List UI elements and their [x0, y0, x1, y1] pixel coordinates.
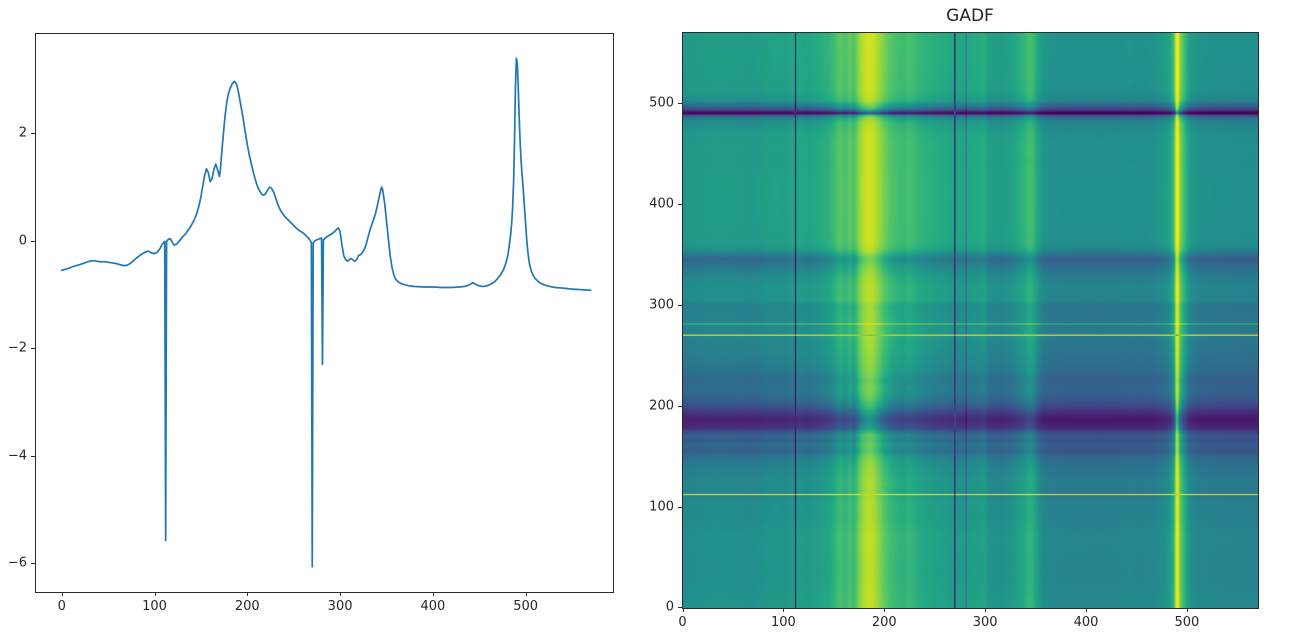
gadf-y-tick-label: 400 — [649, 196, 674, 212]
gadf-y-tick-label: 100 — [649, 499, 674, 515]
gadf-y-tick-label: 500 — [649, 95, 674, 111]
line-plot-x-tick-label: 200 — [234, 599, 260, 614]
line-plot-y-tick-label: 0 — [18, 233, 27, 249]
gadf-x-tick-label: 200 — [871, 615, 897, 630]
gadf-y-tick-label: 0 — [665, 599, 674, 615]
line-plot-x-tick-label: 500 — [513, 599, 539, 614]
gadf-x-tick-label: 500 — [1174, 615, 1200, 630]
line-plot-x-tick-label: 100 — [142, 599, 167, 614]
gadf-x-tick-label: 400 — [1073, 615, 1099, 630]
line-plot-y-tick-label: −2 — [7, 340, 27, 356]
line-plot-x-tick-label: 400 — [420, 599, 446, 614]
gadf-title: GADF — [946, 6, 994, 26]
line-plot-y-tick-label: −4 — [7, 448, 27, 464]
gadf-y-tick-label: 200 — [649, 398, 674, 414]
gadf-y-tick-label: 300 — [649, 297, 674, 313]
gadf-x-tick-label: 300 — [972, 615, 998, 630]
line-plot-x-tick-label: 0 — [57, 599, 66, 614]
gadf-x-tick-label: 0 — [678, 615, 687, 630]
line-plot-y-tick-label: 2 — [18, 125, 27, 141]
line-plot-y-tick-label: −6 — [7, 555, 27, 571]
line-plot-x-tick-label: 300 — [327, 599, 353, 614]
gadf-x-tick-label: 100 — [770, 615, 796, 630]
